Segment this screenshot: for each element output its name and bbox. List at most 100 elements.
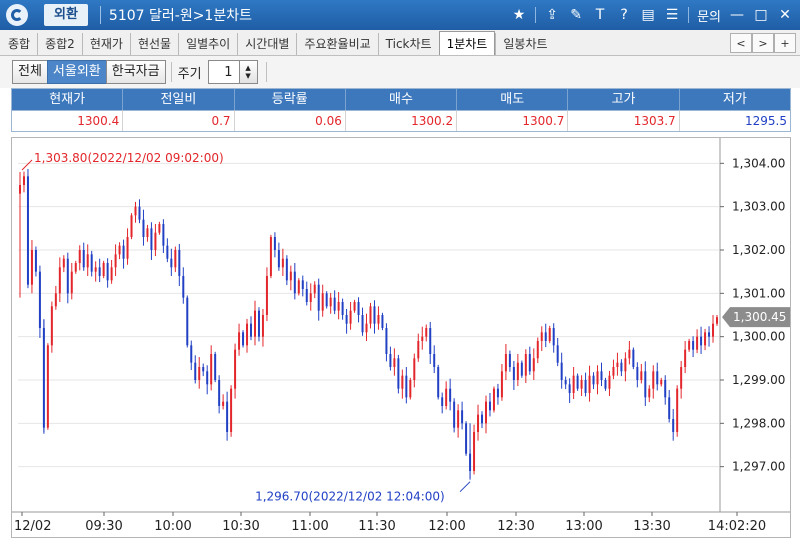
period-stepper-arrows[interactable]: ▲ ▼ xyxy=(238,61,257,83)
toolbar-divider xyxy=(265,62,267,82)
candle-body xyxy=(580,380,583,389)
export-icon[interactable]: ⇪ xyxy=(546,7,558,23)
favorite-star-icon[interactable]: ★ xyxy=(512,7,526,23)
candle-body xyxy=(305,289,308,302)
chevron-up-icon[interactable]: ▲ xyxy=(245,64,251,72)
x-tick-label: 11:00 xyxy=(291,519,328,534)
candle-body xyxy=(285,258,288,281)
title-bar: 외환 5107 달러-원>1분차트 ★ ⇪ ✎ T ? ▤ ☰ 문의 — □ ✕ xyxy=(0,0,800,30)
y-tick-label: 1,298.00 xyxy=(732,416,785,430)
candle-body xyxy=(234,349,237,389)
candle-body xyxy=(194,362,197,380)
print-icon[interactable]: ▤ xyxy=(641,7,655,23)
y-tick-label: 1,303.00 xyxy=(732,200,785,214)
tab-current-price[interactable]: 현재가 xyxy=(81,33,130,55)
x-tick-label: 13:00 xyxy=(565,519,602,534)
tab-add-button[interactable]: + xyxy=(774,33,796,53)
header-change: 전일비 xyxy=(123,89,235,110)
screen-name-badge[interactable]: 외환 xyxy=(44,4,88,26)
candle-body xyxy=(46,345,49,428)
candle-body xyxy=(265,276,268,315)
period-stepper[interactable]: 1 ▲ ▼ xyxy=(207,60,258,84)
window-title: 5107 달러-원>1분차트 xyxy=(108,8,252,24)
chart-canvas[interactable]: 1,304.00 1,303.00 1,302.00 1,301.00 1,300.00… xyxy=(12,138,790,537)
tab-spot-futures[interactable]: 현선물 xyxy=(129,33,178,55)
market-segment: 전체 서울외환 한국자금 xyxy=(12,60,166,84)
help-icon[interactable]: ? xyxy=(620,7,628,23)
candle-body xyxy=(246,323,249,346)
candle-body xyxy=(652,371,655,389)
candle-body xyxy=(22,176,25,185)
tab-daily-candle-chart[interactable]: 일봉차트 xyxy=(495,33,554,55)
candle-body xyxy=(333,297,336,311)
candle-body xyxy=(457,410,460,428)
inquiry-button[interactable]: 문의 xyxy=(697,9,721,25)
tab-next-button[interactable]: > xyxy=(752,33,774,53)
candle-body xyxy=(572,375,575,393)
chevron-down-icon[interactable]: ▼ xyxy=(245,72,251,80)
candle-body xyxy=(214,354,217,380)
menu-list-icon[interactable]: ☰ xyxy=(665,7,679,23)
tab-1min-chart[interactable]: 1분차트 xyxy=(438,31,496,55)
candle-body xyxy=(218,380,221,406)
candle-body xyxy=(676,388,679,432)
link-icon[interactable]: ✎ xyxy=(570,7,582,23)
candle-body xyxy=(417,341,420,359)
candle-body xyxy=(692,341,695,350)
candle-body xyxy=(82,250,85,268)
candle-body xyxy=(524,354,527,376)
candle-body xyxy=(293,271,296,294)
segment-all-button[interactable]: 전체 xyxy=(12,60,48,84)
candle-body xyxy=(552,328,555,346)
candle-body xyxy=(66,258,69,294)
tab-major-fx-compare[interactable]: 주요환율비교 xyxy=(296,33,377,55)
tab-daily-trend[interactable]: 일별추이 xyxy=(178,33,237,55)
candle-body xyxy=(700,336,703,346)
candle-body xyxy=(301,280,304,289)
tab-prev-button[interactable]: < xyxy=(730,33,752,53)
candle-body xyxy=(592,375,595,385)
candle-body xyxy=(114,254,117,268)
tab-by-time[interactable]: 시간대별 xyxy=(237,33,296,55)
current-price-label: 1,300.45 xyxy=(733,310,786,324)
candle-body xyxy=(568,384,571,393)
tab-tick-chart[interactable]: Tick차트 xyxy=(377,33,439,55)
x-tick-label: 13:30 xyxy=(633,519,670,534)
candle-body xyxy=(154,232,157,250)
candle-body xyxy=(461,410,464,424)
candle-body xyxy=(206,371,209,385)
candle-body xyxy=(226,401,229,432)
tab-summary2[interactable]: 종합2 xyxy=(37,33,82,55)
tab-summary[interactable]: 종합 xyxy=(8,37,31,51)
close-icon[interactable]: ✕ xyxy=(779,7,791,23)
candle-body xyxy=(102,263,105,276)
candle-body xyxy=(484,401,487,424)
candle-body xyxy=(289,271,292,281)
maximize-icon[interactable]: □ xyxy=(754,7,768,23)
x-tick-label: 10:00 xyxy=(154,519,191,534)
candle-body xyxy=(70,271,73,294)
y-tick-label: 1,297.00 xyxy=(732,460,785,474)
minimize-icon[interactable]: — xyxy=(730,7,744,23)
font-size-icon[interactable]: T xyxy=(595,7,605,23)
candle-body xyxy=(242,332,245,346)
segment-korea-money-button[interactable]: 한국자금 xyxy=(105,60,166,84)
value-current-price: 1300.4 xyxy=(12,110,124,131)
period-value[interactable]: 1 xyxy=(224,64,233,80)
candle-body xyxy=(170,258,173,268)
period-label: 주기 xyxy=(177,66,202,82)
candle-body xyxy=(118,245,121,255)
candle-body xyxy=(604,380,607,389)
candle-body xyxy=(134,206,137,216)
x-tick-label: 09:30 xyxy=(85,519,122,534)
candle-body xyxy=(138,206,141,220)
candle-body xyxy=(536,341,539,359)
candle-body xyxy=(620,362,623,372)
segment-seoul-fx-button[interactable]: 서울외환 xyxy=(46,60,107,84)
candle-body xyxy=(636,367,639,380)
value-bid: 1300.2 xyxy=(345,110,458,131)
candle-body xyxy=(548,328,551,341)
minute-candle-chart[interactable]: 1,304.00 1,303.00 1,302.00 1,301.00 1,300.00… xyxy=(11,137,791,538)
candle-body xyxy=(409,380,412,398)
candle-body xyxy=(321,293,324,311)
